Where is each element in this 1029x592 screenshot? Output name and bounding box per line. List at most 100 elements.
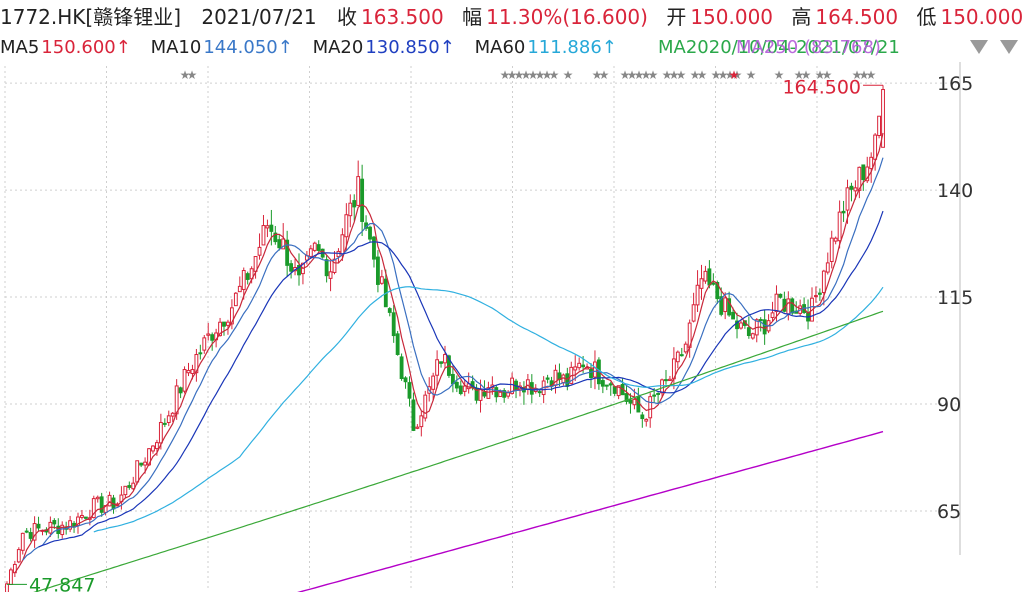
change-label: 幅 xyxy=(462,5,483,29)
candle-body xyxy=(151,445,155,452)
candle-body xyxy=(265,225,270,229)
candle-body xyxy=(865,166,870,182)
candle-body xyxy=(573,366,578,371)
candle-body xyxy=(178,387,183,394)
star-icon: ★ xyxy=(542,68,553,82)
candle-body xyxy=(790,298,795,314)
y-tick-label: 140 xyxy=(937,180,973,202)
high-value: 164.500 xyxy=(815,5,899,29)
candle-body xyxy=(308,248,313,257)
candle-body xyxy=(80,514,84,518)
candle-body xyxy=(616,385,621,397)
candle-body xyxy=(494,387,499,398)
candle-body xyxy=(83,516,88,519)
candle-body xyxy=(261,225,266,246)
candle-body xyxy=(877,115,882,137)
star-icon: ★ xyxy=(535,68,546,82)
candle-body xyxy=(372,236,376,260)
candle-body xyxy=(565,373,570,387)
candle-body xyxy=(841,210,846,214)
triangle-down-icon[interactable] xyxy=(1000,40,1018,54)
y-tick-label: 65 xyxy=(937,501,961,523)
star-icon: ★ xyxy=(729,68,740,82)
star-icon: ★ xyxy=(815,68,826,82)
candle-body xyxy=(510,377,515,394)
candle-body xyxy=(190,369,195,374)
candle-body xyxy=(379,276,384,284)
star-icon: ★ xyxy=(801,68,812,82)
candle-body xyxy=(52,520,57,525)
candle-body xyxy=(423,394,428,419)
star-icon: ★ xyxy=(549,68,560,82)
candle-body xyxy=(198,352,203,355)
candle-body xyxy=(399,356,404,379)
candle-body xyxy=(719,296,724,315)
candle-body xyxy=(20,532,25,551)
max-price-label: 164.500 xyxy=(782,76,861,98)
candle-body xyxy=(328,271,333,279)
candle-body xyxy=(589,368,593,379)
candle-body xyxy=(99,496,104,513)
candle-body xyxy=(695,284,700,306)
candle-body xyxy=(324,259,329,277)
candle-body xyxy=(375,256,380,285)
candle-body xyxy=(600,380,605,387)
candle-body xyxy=(873,134,878,160)
ma20-line xyxy=(38,210,884,548)
star-icon: ★ xyxy=(725,68,736,82)
star-icon: ★ xyxy=(866,68,877,82)
candle-body xyxy=(833,237,838,242)
ma20-label: MA20 xyxy=(312,37,364,58)
star-icon: ★ xyxy=(528,68,539,82)
candle-body xyxy=(739,322,743,329)
star-icon: ★ xyxy=(641,68,652,82)
candle-body xyxy=(391,312,396,337)
candle-body xyxy=(770,312,775,319)
star-icon: ★ xyxy=(746,68,757,82)
star-icon: ★ xyxy=(697,68,708,82)
min-price-label: 47.847 xyxy=(29,574,95,592)
candle-body xyxy=(16,549,21,563)
candle-body xyxy=(344,214,349,238)
candle-body xyxy=(774,293,779,313)
candle-body xyxy=(628,399,633,404)
candle-body xyxy=(652,394,657,397)
star-icon: ★ xyxy=(794,68,805,82)
candle-body xyxy=(68,520,73,530)
candle-body xyxy=(411,399,416,431)
candle-body xyxy=(829,237,834,263)
star-icon: ★ xyxy=(859,68,870,82)
candle-body xyxy=(312,242,317,251)
candle-body xyxy=(206,333,211,336)
candle-body xyxy=(778,293,783,298)
candle-body xyxy=(853,187,858,192)
star-icon: ★ xyxy=(676,68,687,82)
candle-body xyxy=(166,415,171,424)
ma60-label: MA60 xyxy=(474,37,526,58)
candle-body xyxy=(233,292,238,307)
ma10-value: 144.050↑ xyxy=(203,37,293,58)
candle-body xyxy=(182,369,187,392)
candle-body xyxy=(297,265,301,276)
star-icon: ★ xyxy=(187,68,198,82)
candle-body xyxy=(750,333,755,339)
candle-body xyxy=(226,321,230,326)
candle-body xyxy=(139,462,144,466)
candle-body xyxy=(28,532,33,539)
candle-body xyxy=(340,234,345,255)
triangle-left-icon[interactable] xyxy=(970,40,988,54)
candle-body xyxy=(316,244,321,251)
candle-body xyxy=(95,496,100,500)
star-icon: ★ xyxy=(648,68,659,82)
candle-body xyxy=(348,202,353,217)
candle-body xyxy=(711,282,716,285)
candle-body xyxy=(715,281,720,300)
low-value: 150.000 xyxy=(940,5,1024,29)
candle-body xyxy=(143,461,148,466)
candle-body xyxy=(439,361,443,364)
low-label: 低 xyxy=(916,5,937,29)
candle-body xyxy=(735,320,739,330)
candle-body xyxy=(360,178,365,222)
star-icon: ★ xyxy=(514,68,525,82)
